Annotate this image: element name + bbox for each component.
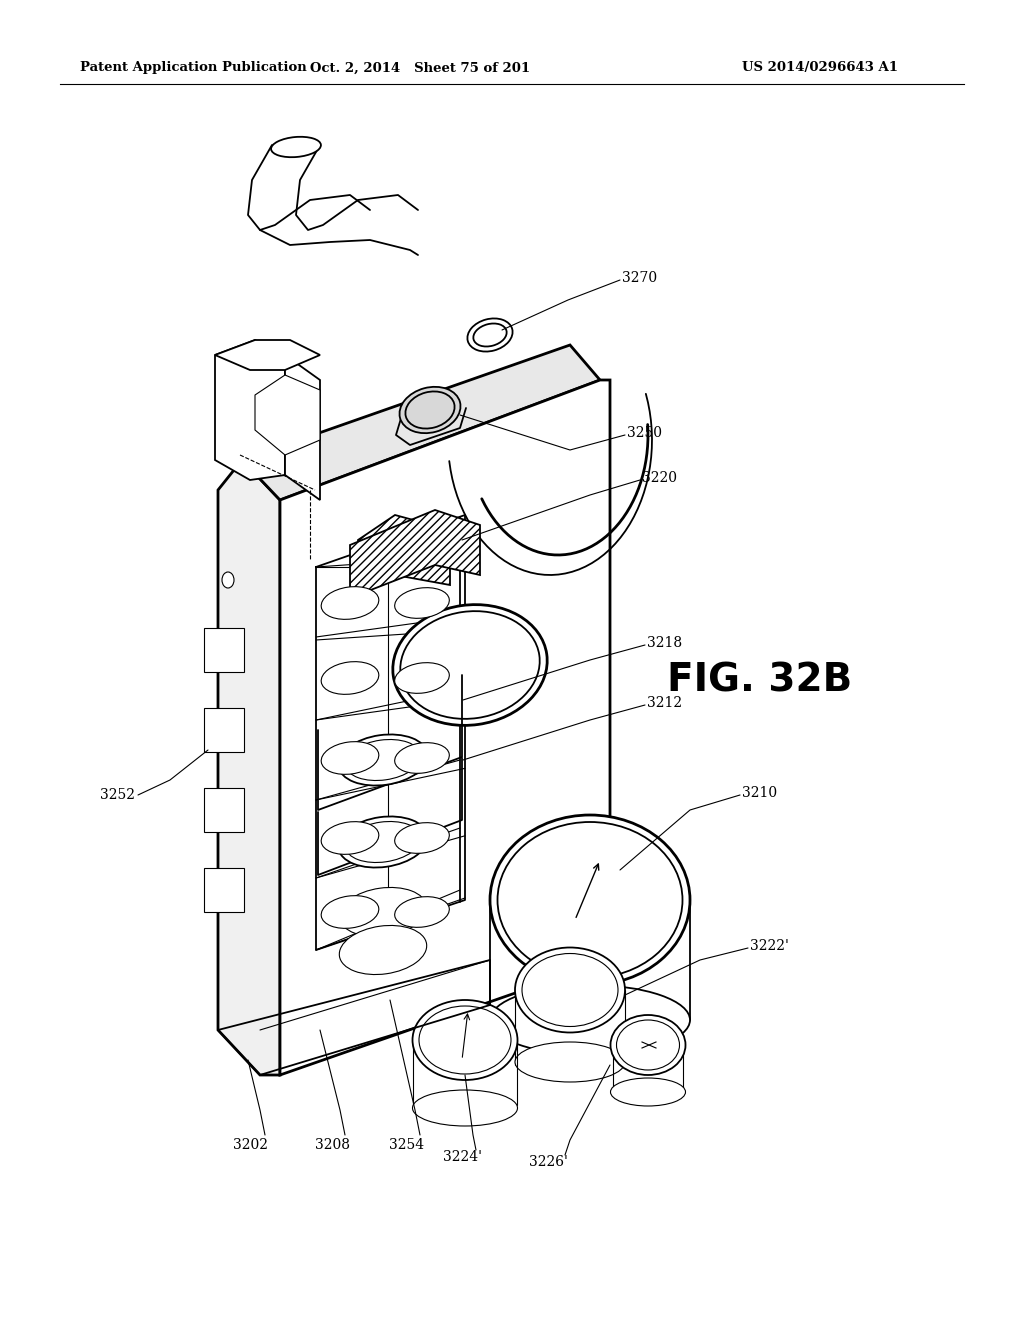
- Ellipse shape: [222, 652, 234, 668]
- Ellipse shape: [399, 387, 461, 433]
- Ellipse shape: [610, 1015, 685, 1074]
- Text: 3250: 3250: [627, 426, 662, 440]
- Ellipse shape: [616, 1020, 680, 1071]
- Text: Patent Application Publication: Patent Application Publication: [80, 62, 307, 74]
- Ellipse shape: [394, 663, 450, 693]
- Polygon shape: [285, 355, 319, 500]
- Text: 3222': 3222': [750, 939, 788, 953]
- Ellipse shape: [222, 572, 234, 587]
- Polygon shape: [204, 788, 244, 832]
- Ellipse shape: [338, 734, 428, 785]
- Ellipse shape: [490, 985, 690, 1055]
- Text: 3270: 3270: [622, 271, 657, 285]
- Text: 3208: 3208: [315, 1138, 350, 1152]
- Ellipse shape: [222, 733, 234, 748]
- Ellipse shape: [394, 743, 450, 774]
- Ellipse shape: [467, 318, 513, 351]
- Ellipse shape: [393, 605, 547, 726]
- Ellipse shape: [322, 742, 379, 775]
- Text: Oct. 2, 2014   Sheet 75 of 201: Oct. 2, 2014 Sheet 75 of 201: [310, 62, 530, 74]
- Polygon shape: [255, 375, 319, 455]
- Text: 3252: 3252: [100, 788, 135, 803]
- Text: 3254: 3254: [389, 1138, 425, 1152]
- Ellipse shape: [522, 953, 618, 1027]
- Polygon shape: [215, 341, 319, 370]
- Polygon shape: [204, 708, 244, 752]
- Ellipse shape: [515, 1041, 625, 1082]
- Polygon shape: [280, 380, 610, 1074]
- Ellipse shape: [419, 1006, 511, 1074]
- Polygon shape: [204, 869, 244, 912]
- Ellipse shape: [345, 821, 421, 862]
- Ellipse shape: [322, 586, 379, 619]
- Polygon shape: [218, 459, 280, 1074]
- Text: 3210: 3210: [742, 785, 777, 800]
- Ellipse shape: [490, 814, 690, 985]
- Text: 3202: 3202: [232, 1138, 267, 1152]
- Ellipse shape: [322, 821, 379, 854]
- Text: FIG. 32B: FIG. 32B: [668, 661, 853, 700]
- Ellipse shape: [413, 1001, 517, 1080]
- Polygon shape: [204, 628, 244, 672]
- Ellipse shape: [406, 392, 455, 429]
- Polygon shape: [215, 341, 285, 480]
- Ellipse shape: [498, 822, 683, 978]
- Ellipse shape: [515, 948, 625, 1032]
- Text: 3226': 3226': [528, 1155, 567, 1170]
- Polygon shape: [358, 515, 450, 590]
- Polygon shape: [242, 345, 600, 500]
- Ellipse shape: [610, 1078, 685, 1106]
- Text: US 2014/0296643 A1: US 2014/0296643 A1: [742, 62, 898, 74]
- Ellipse shape: [413, 1090, 517, 1126]
- Ellipse shape: [400, 611, 540, 719]
- Ellipse shape: [473, 323, 507, 347]
- Ellipse shape: [322, 896, 379, 928]
- Ellipse shape: [339, 887, 427, 937]
- Text: 3218: 3218: [647, 636, 682, 649]
- Ellipse shape: [394, 822, 450, 853]
- Ellipse shape: [271, 137, 321, 157]
- Text: 3224': 3224': [443, 1150, 482, 1164]
- Ellipse shape: [345, 739, 421, 780]
- Ellipse shape: [339, 925, 427, 974]
- Polygon shape: [350, 510, 480, 598]
- Ellipse shape: [322, 661, 379, 694]
- Ellipse shape: [394, 896, 450, 928]
- Text: 3212: 3212: [647, 696, 682, 710]
- Ellipse shape: [338, 817, 428, 867]
- Text: 3220: 3220: [642, 471, 677, 484]
- Ellipse shape: [394, 587, 450, 618]
